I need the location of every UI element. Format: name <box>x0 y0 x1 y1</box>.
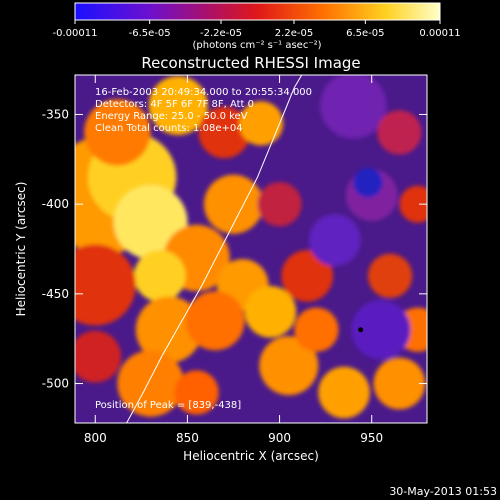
colorbar-ticks: -0.00011 -6.5e-05 -2.2e-05 2.2e-05 6.5e-05 0.… <box>53 20 461 39</box>
heatmap-blob <box>239 101 284 146</box>
heatmap-blob <box>377 110 422 155</box>
y-tick-label: -400 <box>42 197 69 211</box>
colorbar-tick-label: 2.2e-05 <box>275 28 313 39</box>
heatmap-blob <box>353 167 383 198</box>
colorbar-tick-label: 0.00011 <box>419 28 460 39</box>
heatmap-blob <box>204 174 263 234</box>
heatmap-blob <box>320 75 387 139</box>
heatmap-blob <box>75 330 122 383</box>
y-tick-label: -450 <box>42 287 69 301</box>
heatmap-image <box>75 75 427 419</box>
x-tick-label: 950 <box>360 431 383 445</box>
colorbar-tick-label: -0.00011 <box>53 28 98 39</box>
info-line-energy: Energy Range: 25.0 - 50.0 keV <box>95 111 248 122</box>
heatmap-blob <box>198 106 251 159</box>
heatmap-blob <box>309 214 361 266</box>
heatmap-blob <box>281 250 334 302</box>
heatmap-blob <box>294 307 339 352</box>
heatmap-blob <box>318 366 370 419</box>
heatmap-blob <box>84 99 151 166</box>
colorbar-tick-label: -2.2e-05 <box>200 28 242 39</box>
colorbar-tick-label: -6.5e-05 <box>129 28 171 39</box>
heatmap-blob <box>373 357 426 410</box>
colorbar-gradient <box>74 2 441 21</box>
x-axis-label: Heliocentric X (arcsec) <box>183 449 319 463</box>
peak-position-label: Position of Peak = [839,-438] <box>95 400 241 411</box>
peak-marker <box>358 327 364 333</box>
x-tick-label: 850 <box>176 431 199 445</box>
y-tick-label: -500 <box>42 377 69 391</box>
colorbar: -0.00011 -6.5e-05 -2.2e-05 2.2e-05 6.5e-05 0.… <box>53 2 461 51</box>
plot-frame <box>74 74 428 424</box>
colorbar-tick-label: 6.5e-05 <box>346 28 384 39</box>
x-tick-label: 900 <box>268 431 291 445</box>
heatmap-blob <box>117 350 184 417</box>
heatmap-blob <box>399 185 427 223</box>
info-line-clean: Clean Total counts: 1.08e+04 <box>95 123 243 134</box>
info-line-time: 16-Feb-2003 20:49:34.000 to 20:55:34.000 <box>95 87 312 98</box>
observation-info: 16-Feb-2003 20:49:34.000 to 20:55:34.000… <box>95 87 312 134</box>
solar-limb-curve <box>126 75 303 423</box>
y-axis-label: Heliocentric Y (arcsec) <box>14 182 28 317</box>
x-axis: 800 850 900 950 <box>84 75 383 445</box>
heatmap-blob <box>259 336 319 396</box>
heatmap-blob <box>134 250 186 302</box>
x-tick-label: 800 <box>84 431 107 445</box>
y-axis: -350 -400 -450 -500 <box>42 107 427 391</box>
heatmap-blob <box>174 370 219 415</box>
footer-date: 30-May-2013 01:53 <box>389 485 497 498</box>
heatmap-blob <box>368 253 413 298</box>
heatmap-blob <box>135 296 203 363</box>
plot-area <box>75 75 427 423</box>
heatmap-blob <box>185 291 245 351</box>
info-line-detectors: Detectors: 4F 5F 6F 7F 8F, Att 0 <box>95 99 254 110</box>
heatmap-blob <box>244 286 297 338</box>
chart-title: Reconstructed RHESSI Image <box>141 54 360 72</box>
heatmap-blob <box>257 182 302 227</box>
colorbar-unit-label: (photons cm⁻² s⁻¹ asec⁻²) <box>192 40 321 51</box>
heatmap-blob <box>75 244 136 326</box>
heatmap-blob <box>351 300 411 360</box>
y-tick-label: -350 <box>42 107 69 121</box>
heatmap-blob <box>148 76 208 135</box>
